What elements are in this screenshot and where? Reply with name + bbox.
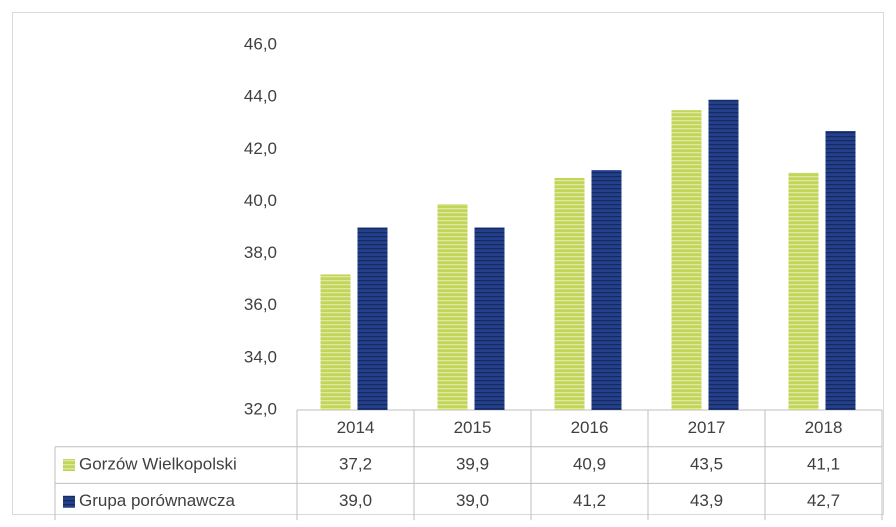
table-value: 43,5 — [690, 455, 723, 474]
table-value: 37,2 — [339, 455, 372, 474]
bar — [474, 227, 505, 410]
table-value: 39,0 — [456, 491, 489, 510]
legend-swatch — [63, 459, 75, 472]
x-tick-label: 2015 — [454, 418, 492, 437]
bar — [437, 204, 468, 410]
bar — [320, 274, 351, 410]
bar — [708, 99, 739, 410]
y-tick-label: 36,0 — [244, 295, 277, 314]
table-value: 40,9 — [573, 455, 606, 474]
y-tick-label: 32,0 — [244, 399, 277, 418]
table-value: 42,7 — [807, 491, 840, 510]
x-tick-label: 2018 — [805, 418, 843, 437]
y-tick-label: 34,0 — [244, 347, 277, 366]
bar — [591, 170, 622, 410]
y-tick-label: 46,0 — [244, 34, 277, 53]
legend-label: Grupa porównawcza — [79, 491, 235, 510]
table-value: 41,2 — [573, 491, 606, 510]
x-tick-label: 2014 — [337, 418, 375, 437]
table-value: 39,0 — [339, 491, 372, 510]
table-value: 43,9 — [690, 491, 723, 510]
bar — [671, 110, 702, 410]
y-tick-label: 40,0 — [244, 191, 277, 210]
y-tick-label: 44,0 — [244, 87, 277, 106]
table-value: 39,9 — [456, 455, 489, 474]
legend-swatch — [63, 495, 75, 508]
bar — [825, 131, 856, 411]
bar — [554, 177, 585, 410]
x-tick-label: 2016 — [571, 418, 609, 437]
x-tick-label: 2017 — [688, 418, 726, 437]
y-tick-label: 42,0 — [244, 139, 277, 158]
legend-label: Gorzów Wielkopolski — [79, 455, 237, 474]
chart-border — [12, 12, 884, 515]
table-value: 41,1 — [807, 455, 840, 474]
y-tick-label: 38,0 — [244, 243, 277, 262]
bar — [357, 227, 388, 410]
bar — [788, 172, 819, 410]
